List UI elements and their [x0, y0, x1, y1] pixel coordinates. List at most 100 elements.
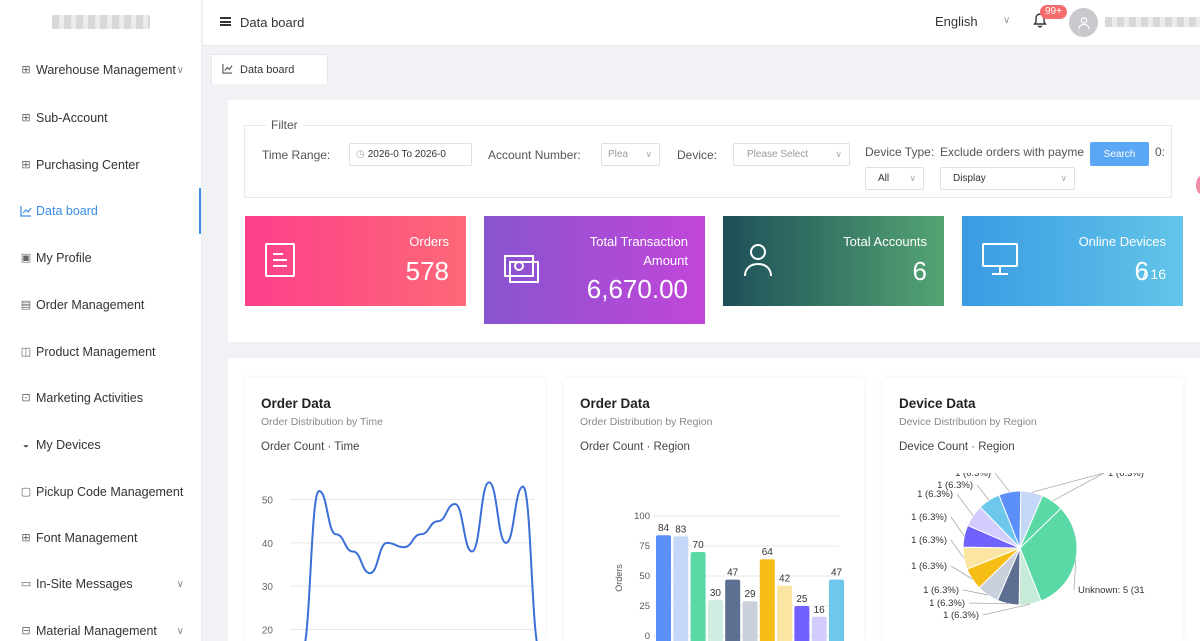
pie-slice	[1019, 507, 1078, 602]
device-label: Device:	[677, 148, 718, 162]
box-icon: ◫	[20, 346, 32, 358]
avatar[interactable]	[1069, 8, 1098, 37]
sidebar-item-warehouse-management[interactable]: ⊞ Warehouse Management ∨	[20, 59, 201, 81]
floating-button[interactable]	[1196, 176, 1200, 194]
orders-value: 578	[405, 256, 449, 286]
active-indicator	[199, 188, 201, 234]
slice-label: 1 (6.3%)	[911, 561, 947, 572]
sidebar-item-label: Marketing Activities	[36, 391, 143, 405]
y-tick-label: 25	[639, 601, 650, 612]
sidebar-item-marketing-activities[interactable]: ⊡ Marketing Activities	[20, 387, 201, 409]
slice-label: 1 (6.3%)	[929, 598, 965, 609]
chevron-down-icon: ∨	[176, 64, 184, 76]
chevron-down-icon[interactable]: ∨	[1003, 15, 1011, 26]
bar	[777, 585, 793, 641]
chart-card-order-time: Order Data Order Distribution by Time Or…	[245, 378, 545, 641]
sidebar-item-label: Font Management	[36, 531, 138, 545]
filter-fieldset: Filter Time Range: ◷ 2026-0 To 2026-0 Acc…	[244, 118, 1172, 198]
grid-icon: ⊞	[21, 64, 31, 76]
slice-label: 1 (6.3%)	[1108, 473, 1144, 479]
chart-subtitle: Device Distribution by Region	[899, 416, 1037, 428]
y-tick-label: 50	[639, 571, 650, 582]
sidebar-item-order-management[interactable]: ▤ Order Management	[20, 294, 201, 316]
data-label: 47	[831, 568, 843, 579]
sidebar-item-label: Data board	[36, 204, 98, 218]
sidebar-item-material-management[interactable]: ⊟ Material Management ∨	[20, 620, 201, 641]
sidebar-item-product-management[interactable]: ◫ Product Management	[20, 341, 201, 363]
username[interactable]	[1105, 17, 1200, 27]
device-placeholder: Please Select	[747, 149, 809, 160]
leader-line	[1052, 473, 1105, 502]
y-tick-label: 100	[634, 511, 650, 522]
sidebar-item-in-site-messages[interactable]: ▭ In-Site Messages ∨	[20, 573, 201, 595]
sidebar-item-sub-account[interactable]: ⊞ Sub-Account	[20, 107, 201, 129]
money-icon	[504, 255, 539, 283]
sidebar-item-my-devices[interactable]: ◒ My Devices	[20, 434, 201, 456]
bar	[725, 579, 741, 641]
bar	[811, 616, 827, 641]
search-button[interactable]: Search	[1090, 142, 1149, 166]
y-tick-label: 30	[262, 582, 274, 593]
sidebar: ⊞ Warehouse Management ∨ ⊞ Sub-Account ⊞ Pur…	[0, 0, 202, 641]
sidebar-item-label: My Profile	[36, 251, 92, 265]
tab-data-board[interactable]: Data board	[211, 54, 328, 84]
tab-bar: Data board	[203, 47, 1200, 84]
sidebar-item-my-profile[interactable]: ▣ My Profile	[20, 247, 201, 269]
account-number-label: Account Number:	[488, 148, 581, 162]
data-label: 84	[658, 523, 670, 534]
series-line	[304, 481, 538, 641]
sidebar-item-data-board[interactable]: Data board	[20, 200, 201, 222]
exclude-orders-select[interactable]: Display ∨	[940, 167, 1075, 190]
chart-area: Order Data Order Distribution by Time Or…	[228, 358, 1200, 641]
chevron-down-icon: ∨	[835, 149, 842, 159]
chart-subtitle: Order Distribution by Region	[580, 416, 713, 428]
leader-line	[956, 493, 974, 516]
chart-caption: Order Count · Region	[580, 441, 690, 453]
y-tick-label: 75	[639, 541, 650, 552]
slice-label: 1 (6.3%)	[937, 480, 973, 491]
filter-card: Filter Time Range: ◷ 2026-0 To 2026-0 Acc…	[228, 100, 1200, 342]
notification-badge: 99+	[1040, 5, 1067, 19]
bar-chart: 0 25 50 75 100 Orders 84 83 70 30 47 29 64 42 25 16 47	[614, 511, 844, 641]
chevron-down-icon: ∨	[909, 173, 916, 183]
sidebar-item-label: Warehouse Management	[36, 63, 176, 77]
exclude-orders-suffix: 0:	[1155, 145, 1166, 159]
devices-value: 6	[1134, 256, 1149, 286]
data-label: 25	[796, 594, 808, 605]
page-title: Data board	[240, 15, 305, 30]
device-icon: ◒	[22, 439, 30, 451]
bar	[673, 536, 689, 641]
account-placeholder: Plea	[608, 149, 629, 160]
device-select[interactable]: Please Select ∨	[733, 143, 850, 166]
slice-label: 1 (6.3%)	[911, 512, 947, 523]
sidebar-item-label: My Devices	[36, 438, 101, 452]
sidebar-item-pickup-code-management[interactable]: ▢ Pickup Code Management	[20, 481, 201, 503]
stat-card-orders: Orders 578	[245, 216, 466, 306]
folder-icon: ⊟	[21, 625, 31, 637]
time-range-label: Time Range:	[262, 148, 331, 162]
devices-label: Online Devices	[1078, 234, 1166, 249]
sidebar-item-label: Material Management	[36, 624, 157, 638]
language-select[interactable]: English	[935, 14, 978, 29]
y-tick-label: 20	[262, 625, 274, 636]
accounts-label: Total Accounts	[843, 234, 927, 249]
tab-label: Data board	[240, 63, 295, 76]
y-tick-label: 0	[645, 631, 650, 641]
amount-label-line-1: Total Transaction	[589, 234, 688, 249]
menu-toggle-icon[interactable]	[220, 17, 231, 26]
document-icon: ▤	[20, 299, 32, 311]
devices-total: / 16	[1142, 266, 1166, 282]
sidebar-item-font-management[interactable]: ⊞ Font Management	[20, 527, 201, 549]
bar	[690, 552, 706, 641]
device-type-select[interactable]: All ∨	[865, 167, 924, 190]
bar	[707, 600, 723, 641]
data-label: 70	[693, 540, 705, 551]
account-number-select[interactable]: Plea ∨	[601, 143, 660, 166]
time-range-picker[interactable]: ◷ 2026-0 To 2026-0	[349, 143, 472, 166]
slice-label: 1 (6.3%)	[911, 535, 947, 546]
pie-chart: Unknown: 5 (311 (6.3%)1 (6.3%)1 (6.3%)1 …	[911, 473, 1145, 621]
sidebar-item-purchasing-center[interactable]: ⊞ Purchasing Center	[20, 154, 201, 176]
chevron-down-icon: ∨	[645, 149, 652, 159]
leader-line	[950, 516, 965, 537]
data-label: 47	[727, 568, 739, 579]
